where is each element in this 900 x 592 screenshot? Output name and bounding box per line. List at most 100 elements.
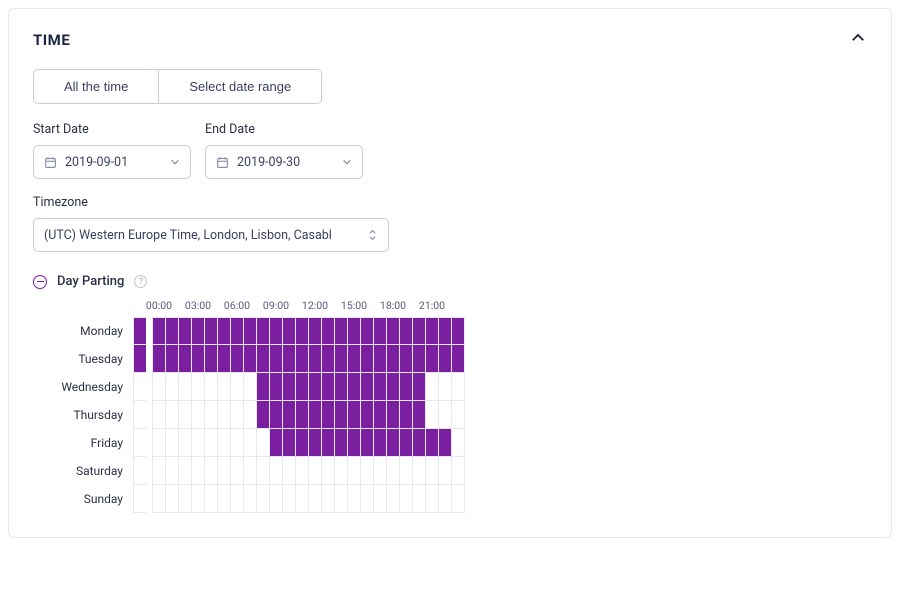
dayparting-cell[interactable] [308,428,322,457]
dayparting-cell[interactable] [347,456,361,485]
dayparting-cell[interactable] [152,344,166,373]
dayparting-cell[interactable] [425,372,439,401]
dayparting-cell[interactable] [373,428,387,457]
dayparting-cell[interactable] [373,344,387,373]
dayparting-cell[interactable] [399,372,413,401]
dayparting-cell[interactable] [152,400,166,429]
dayparting-cell[interactable] [399,317,413,345]
dayparting-cell[interactable] [347,372,361,401]
dayparting-lead-cell[interactable] [133,317,146,345]
dayparting-cell[interactable] [347,428,361,457]
dayparting-cell[interactable] [308,484,322,513]
dayparting-cell[interactable] [282,484,296,513]
dayparting-cell[interactable] [230,484,244,513]
end-date-picker[interactable]: 2019-09-30 [205,145,363,179]
dayparting-cell[interactable] [308,344,322,373]
dayparting-cell[interactable] [412,317,426,345]
dayparting-cell[interactable] [165,484,179,513]
dayparting-cell[interactable] [451,372,465,401]
dayparting-cell[interactable] [399,344,413,373]
dayparting-cell[interactable] [321,317,335,345]
dayparting-cell[interactable] [451,400,465,429]
dayparting-cell[interactable] [386,456,400,485]
help-icon[interactable]: ? [134,275,147,288]
dayparting-cell[interactable] [243,428,257,457]
dayparting-cell[interactable] [217,484,231,513]
dayparting-cell[interactable] [269,372,283,401]
dayparting-cell[interactable] [360,428,374,457]
dayparting-cell[interactable] [269,317,283,345]
dayparting-lead-cell[interactable] [133,372,146,401]
dayparting-cell[interactable] [217,428,231,457]
dayparting-cell[interactable] [230,317,244,345]
dayparting-cell[interactable] [204,372,218,401]
dayparting-cell[interactable] [399,428,413,457]
dayparting-cell[interactable] [308,456,322,485]
dayparting-cell[interactable] [451,428,465,457]
dayparting-cell[interactable] [334,344,348,373]
dayparting-cell[interactable] [386,428,400,457]
dayparting-cell[interactable] [321,484,335,513]
dayparting-cell[interactable] [269,400,283,429]
dayparting-lead-cell[interactable] [133,344,146,373]
dayparting-cell[interactable] [347,317,361,345]
dayparting-cell[interactable] [165,372,179,401]
dayparting-cell[interactable] [230,344,244,373]
dayparting-cell[interactable] [438,428,452,457]
dayparting-cell[interactable] [269,344,283,373]
dayparting-cell[interactable] [399,400,413,429]
dayparting-cell[interactable] [425,484,439,513]
dayparting-lead-cell[interactable] [133,484,146,513]
dayparting-cell[interactable] [360,400,374,429]
dayparting-cell[interactable] [269,428,283,457]
dayparting-cell[interactable] [191,400,205,429]
dayparting-cell[interactable] [360,344,374,373]
dayparting-cell[interactable] [412,484,426,513]
dayparting-cell[interactable] [217,372,231,401]
dayparting-cell[interactable] [269,484,283,513]
dayparting-cell[interactable] [282,344,296,373]
dayparting-cell[interactable] [269,456,283,485]
dayparting-cell[interactable] [243,344,257,373]
dayparting-cell[interactable] [152,456,166,485]
dayparting-cell[interactable] [308,317,322,345]
timezone-select[interactable]: (UTC) Western Europe Time, London, Lisbo… [33,218,389,252]
dayparting-cell[interactable] [256,428,270,457]
dayparting-cell[interactable] [230,428,244,457]
dayparting-cell[interactable] [347,344,361,373]
dayparting-cell[interactable] [399,456,413,485]
dayparting-cell[interactable] [165,456,179,485]
dayparting-grid[interactable] [133,317,465,513]
dayparting-cell[interactable] [256,317,270,345]
dayparting-cell[interactable] [230,400,244,429]
dayparting-cell[interactable] [412,456,426,485]
dayparting-cell[interactable] [321,428,335,457]
dayparting-cell[interactable] [282,317,296,345]
dayparting-cell[interactable] [451,344,465,373]
dayparting-lead-cell[interactable] [133,428,146,457]
dayparting-cell[interactable] [425,400,439,429]
dayparting-cell[interactable] [204,344,218,373]
dayparting-cell[interactable] [308,372,322,401]
dayparting-cell[interactable] [295,344,309,373]
dayparting-cell[interactable] [334,456,348,485]
dayparting-cell[interactable] [412,400,426,429]
dayparting-cell[interactable] [334,400,348,429]
dayparting-cell[interactable] [178,456,192,485]
collapse-button[interactable] [849,29,867,51]
dayparting-cell[interactable] [178,372,192,401]
dayparting-cell[interactable] [191,317,205,345]
dayparting-cell[interactable] [204,428,218,457]
dayparting-cell[interactable] [334,484,348,513]
dayparting-cell[interactable] [178,344,192,373]
dayparting-cell[interactable] [217,400,231,429]
dayparting-cell[interactable] [204,317,218,345]
dayparting-cell[interactable] [152,317,166,345]
dayparting-cell[interactable] [191,484,205,513]
dayparting-cell[interactable] [217,456,231,485]
dayparting-cell[interactable] [191,428,205,457]
dayparting-cell[interactable] [204,484,218,513]
dayparting-cell[interactable] [373,484,387,513]
dayparting-cell[interactable] [451,456,465,485]
dayparting-cell[interactable] [438,456,452,485]
